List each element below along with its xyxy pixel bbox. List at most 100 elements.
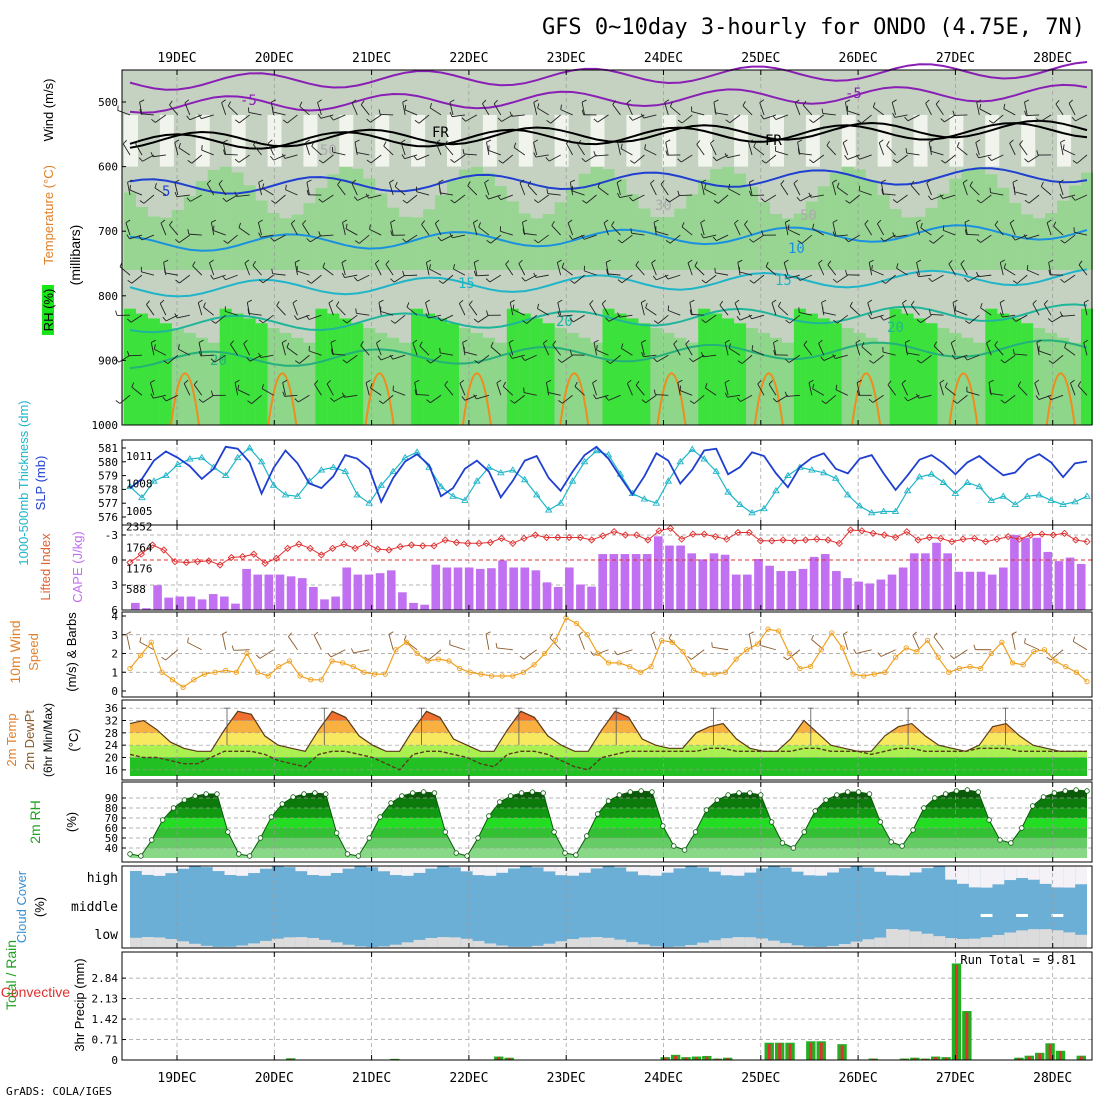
wind-barb [954,354,968,360]
wind-barb [619,194,633,198]
wind-barb-flag [360,341,364,346]
wind-barb [788,354,801,363]
wind-barb-flag [629,116,633,121]
wind-barb-flag [174,191,178,197]
wind-speed-marker [733,656,739,662]
rh-lowlevel-patch [937,328,950,425]
wind-barb-flag [979,103,982,110]
wind-barb-flag [765,261,769,267]
wind-barb [213,230,226,236]
wind-barb-flag [689,309,692,315]
low-cloud-bar [779,943,792,948]
wind-barb-flag [351,179,356,184]
wind-barb-flag [258,352,262,358]
wind-barb [669,194,681,203]
wind-barb [728,347,741,356]
wind-barb-flag [999,312,1003,318]
wind-barb [406,194,418,204]
wind-barb-flag [939,379,945,384]
rh-moist-patch [901,217,914,270]
wind-barb [502,154,514,164]
wind-barb [306,182,310,196]
high-cloud-bar [165,866,178,874]
wind-speed-marker [765,626,771,632]
cape-bar [464,567,474,610]
slp-tick-label: 1008 [126,478,153,491]
wind-barb-flag [1035,395,1040,400]
wind-barb [187,642,202,651]
rh-marker [236,851,242,857]
wind-barb-flag [318,159,324,164]
wind-barb-flag [569,318,574,323]
wind-barb [643,114,657,119]
high-cloud-bar [177,866,190,869]
high-cloud-bar [236,866,249,876]
wind-barb-flag [652,275,657,281]
rh-moist-patch [590,166,603,270]
low-cloud-bar [1075,934,1087,948]
wind-barb-flag [302,220,307,225]
wind-barb-flag [592,379,597,384]
low-cloud-bar [153,937,166,948]
wind-barb [154,187,167,196]
wind-barb [962,182,968,196]
wind-barb-flag [701,319,706,324]
wind-barb [658,314,669,324]
wind-barb [542,343,550,356]
thickness-marker [784,471,792,479]
wind-barb-flag [127,350,130,356]
rh-marker [431,790,438,796]
wind-barb-flag [641,399,646,404]
rh-lowlevel-patch [650,328,663,425]
wind-speed-marker [137,652,144,659]
wind-barb [345,228,358,236]
li-marker [678,535,686,543]
wind-barb-flag [748,139,754,143]
cape-bar [798,568,808,610]
rh-dry-patch [949,114,964,167]
wind-barb-flag [1011,317,1017,322]
cape-bar [898,567,908,610]
li-marker [126,558,134,567]
wind-speed-marker [882,669,888,675]
li-marker [779,536,787,544]
wind-barb [883,234,896,242]
precip-convective-bar [507,1058,511,1060]
wind-speed-marker [807,663,814,670]
wind-barb-flag [803,340,808,346]
rh-marker [801,829,807,835]
wind-barb-flag [886,141,890,146]
wind-barb [920,354,932,364]
wind-barb-flag [341,259,347,263]
low-cloud-bar [472,940,485,948]
wind-speed-marker [584,632,590,638]
rh-marker [1073,787,1079,793]
wind-barb-flag [502,381,506,387]
wind-barb [1051,314,1064,323]
rh-lowlevel-patch [458,328,471,425]
wind-barb-flag [1059,179,1064,183]
wind-barb [1083,342,1088,356]
li-marker [227,553,235,562]
cloud-axis-label: Cloud Cover [14,870,29,943]
panel-border [121,865,1093,949]
wind-barb-flag [115,358,120,363]
wind-barb-flag [186,115,191,121]
high-cloud-bar [1063,866,1076,888]
wind-barb-flag [527,180,532,186]
wind-barb-flag [910,180,915,186]
wind-barb-flag [206,179,212,185]
wind-barb-flag [258,279,264,284]
li-tick-label: 3 [111,579,118,592]
wind-speed-marker [669,639,675,645]
wind-barb-flag [596,345,598,351]
wind-barb [478,226,490,236]
wind-barb [177,314,190,319]
wind-barb-flag [593,339,599,343]
wind-barb [719,304,729,316]
wind-barb-flag [787,224,790,230]
rh-moist-patch [698,179,711,270]
rh-marker [420,789,427,795]
wind-barb [907,114,920,122]
wind-barb [880,649,896,657]
